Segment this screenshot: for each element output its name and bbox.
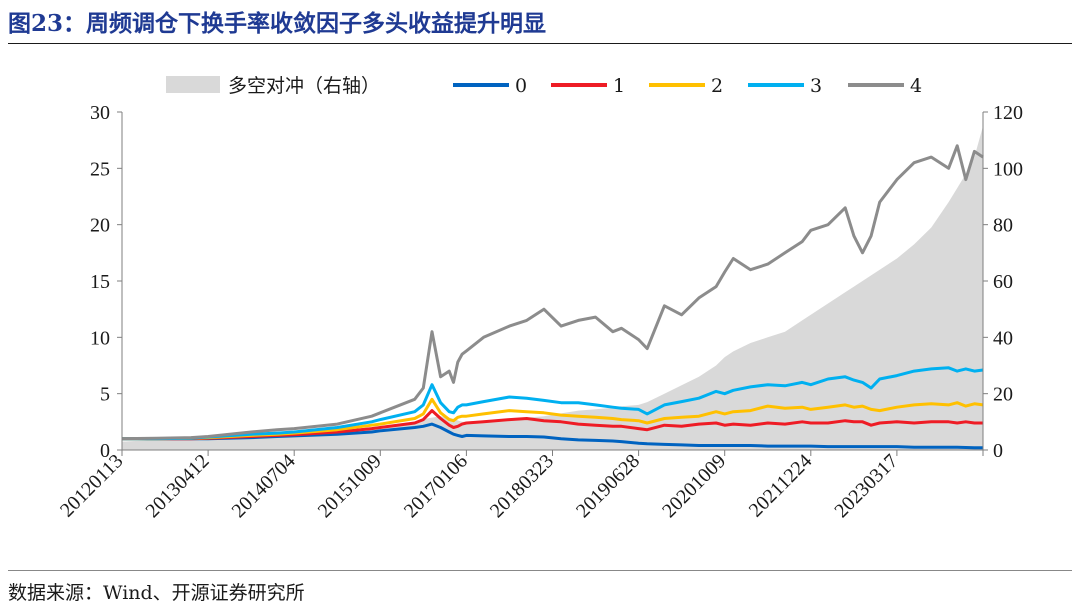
page-title: 图23：周频调仓下换手率收敛因子多头收益提升明显 xyxy=(8,10,547,37)
y-left-tick-label: 30 xyxy=(90,102,110,124)
title-divider xyxy=(8,43,1072,44)
x-tick-label: 20190628 xyxy=(572,450,644,522)
series-line-1 xyxy=(122,409,983,441)
line-layer xyxy=(121,144,984,450)
legend-label-4: 4 xyxy=(910,75,922,97)
x-tick-label: 20230317 xyxy=(830,450,902,522)
source-divider xyxy=(8,570,1072,571)
y-right-tick-label: 40 xyxy=(993,327,1013,349)
x-tick-label: 20170106 xyxy=(400,450,472,522)
x-tick-label: 20130412 xyxy=(142,450,214,522)
x-tick-label: 20120113 xyxy=(56,450,128,522)
x-tick-label: 20201009 xyxy=(658,450,730,522)
y-right-tick-label: 100 xyxy=(993,158,1023,180)
legend-label-0: 0 xyxy=(515,75,527,97)
legend-swatch-hedge xyxy=(166,76,220,93)
series-line-0 xyxy=(122,422,983,450)
x-tick-label: 20140704 xyxy=(228,450,300,522)
legend-label-hedge: 多空对冲（右轴） xyxy=(228,75,380,97)
legend-label-2: 2 xyxy=(711,75,723,97)
y-right-tick-label: 60 xyxy=(993,271,1013,293)
y-right-tick-label: 0 xyxy=(993,440,1003,462)
x-tick-label: 20211224 xyxy=(745,450,817,522)
x-tick-label: 20180323 xyxy=(486,450,558,522)
series-line-3 xyxy=(122,366,984,441)
y-left-tick-label: 25 xyxy=(90,158,110,180)
area-layer xyxy=(122,126,983,450)
source-note: 数据来源：Wind、开源证券研究所 xyxy=(8,582,305,604)
legend-label-3: 3 xyxy=(810,75,822,97)
legend-label-1: 1 xyxy=(613,75,625,97)
series-line-2 xyxy=(122,397,984,441)
y-right-tick-label: 20 xyxy=(993,384,1013,406)
x-tick-label: 20151009 xyxy=(314,450,386,522)
series-line-4 xyxy=(121,144,984,441)
y-left-tick-label: 5 xyxy=(100,384,110,406)
chart: 多空对冲（右轴） 0 1 2 3 4 0 5 10 15 20 25 30 0 20 40 60 80 100 12… xyxy=(56,75,1023,522)
y-right-tick-label: 80 xyxy=(993,215,1013,237)
y-left-tick-label: 15 xyxy=(90,271,110,293)
series-area-hedge xyxy=(122,126,983,450)
y-left-tick-label: 20 xyxy=(90,215,110,237)
y-left-tick-label: 0 xyxy=(100,440,110,462)
y-right-tick-label: 120 xyxy=(993,102,1023,124)
chart-legend: 多空对冲（右轴） 0 1 2 3 4 xyxy=(166,75,922,97)
y-left-tick-label: 10 xyxy=(90,327,110,349)
